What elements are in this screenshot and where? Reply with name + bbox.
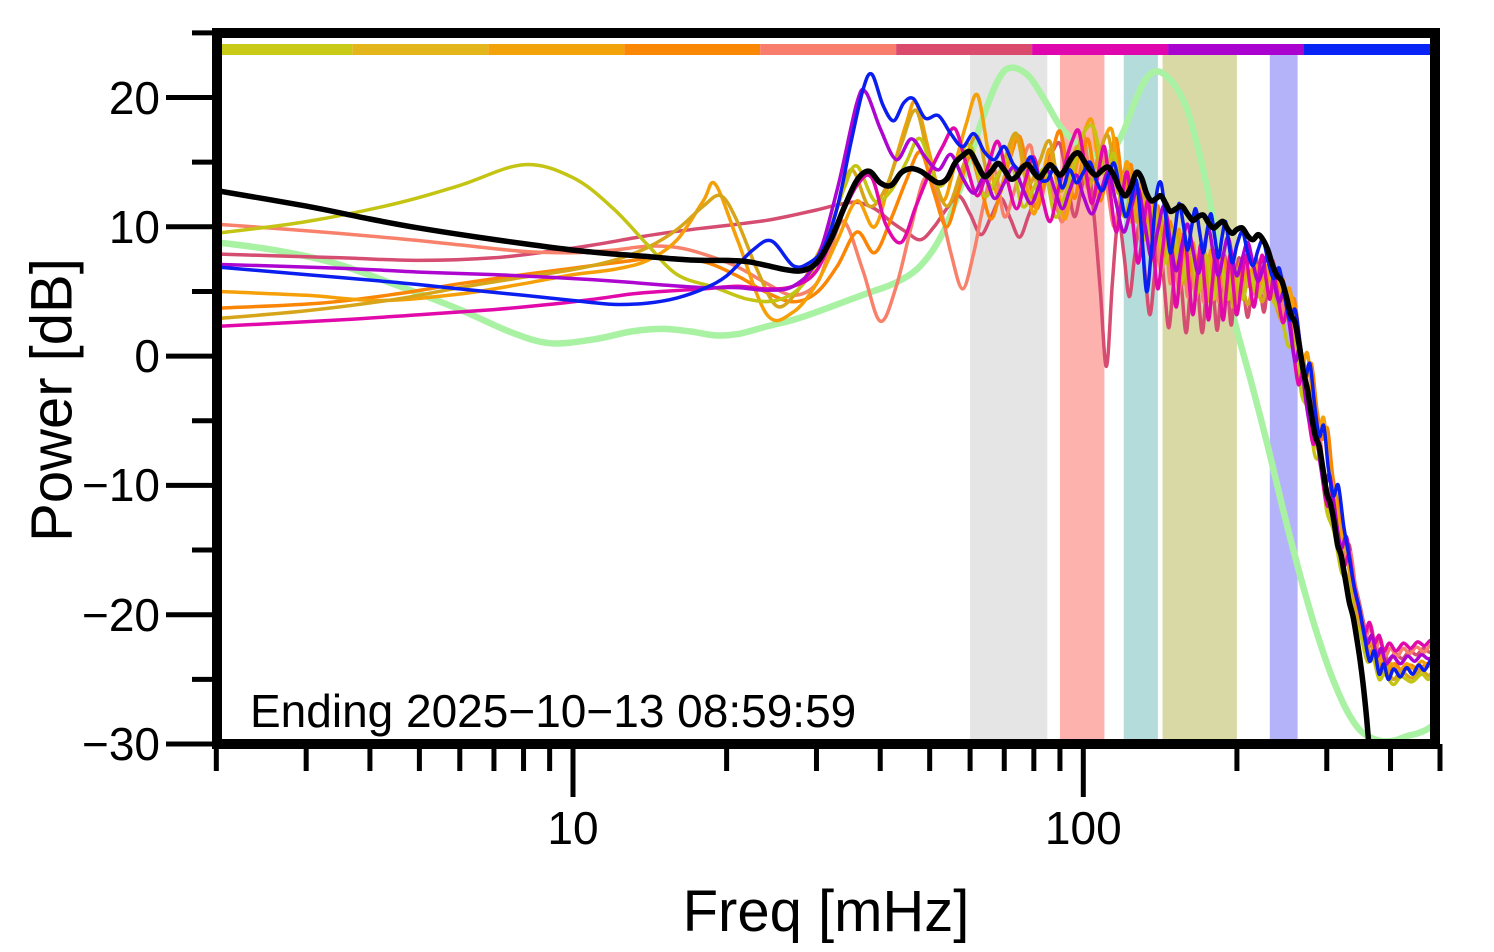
strip-segment-9 bbox=[1304, 44, 1434, 55]
curve-dark-orange bbox=[217, 129, 1435, 674]
strip-segment-2 bbox=[352, 44, 489, 55]
axis-ticks bbox=[166, 30, 1443, 797]
y-tick-label: 20 bbox=[108, 71, 160, 124]
strip-segment-1 bbox=[217, 44, 353, 55]
curve-mean-black bbox=[217, 148, 1372, 744]
x-tick-label: 100 bbox=[1044, 802, 1122, 854]
strip-segment-6 bbox=[896, 44, 1033, 55]
strip-segment-8 bbox=[1168, 44, 1305, 55]
frequency-bands bbox=[970, 53, 1298, 739]
top-color-strip bbox=[217, 44, 1434, 55]
strip-segment-3 bbox=[488, 44, 625, 55]
curve-pale-green bbox=[217, 64, 1435, 744]
band-periwinkle bbox=[1269, 53, 1298, 739]
strip-segment-4 bbox=[624, 44, 761, 55]
x-axis-title: Freq [mHz] bbox=[682, 879, 970, 944]
x-tick-label: 10 bbox=[547, 802, 599, 854]
y-tick-label: −20 bbox=[81, 588, 160, 641]
curve-rose bbox=[217, 140, 1435, 663]
y-axis-title: Power [dB] bbox=[19, 258, 85, 542]
y-tick-label: 10 bbox=[108, 200, 160, 253]
y-tick-label: −10 bbox=[81, 459, 160, 512]
strip-segment-7 bbox=[1032, 44, 1169, 55]
y-tick-label: −30 bbox=[81, 718, 160, 770]
band-teal bbox=[1123, 53, 1158, 739]
ending-timestamp-annotation: Ending 2025−10−13 08:59:59 bbox=[250, 685, 857, 737]
strip-segment-5 bbox=[760, 44, 897, 55]
plot-frame bbox=[212, 28, 1440, 749]
y-tick-label: 0 bbox=[134, 330, 160, 383]
spectra-curves bbox=[217, 64, 1435, 744]
